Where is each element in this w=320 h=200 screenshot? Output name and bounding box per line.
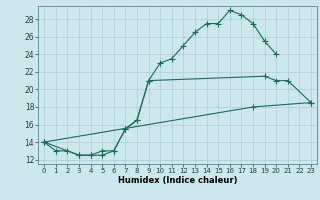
X-axis label: Humidex (Indice chaleur): Humidex (Indice chaleur) bbox=[118, 176, 237, 185]
